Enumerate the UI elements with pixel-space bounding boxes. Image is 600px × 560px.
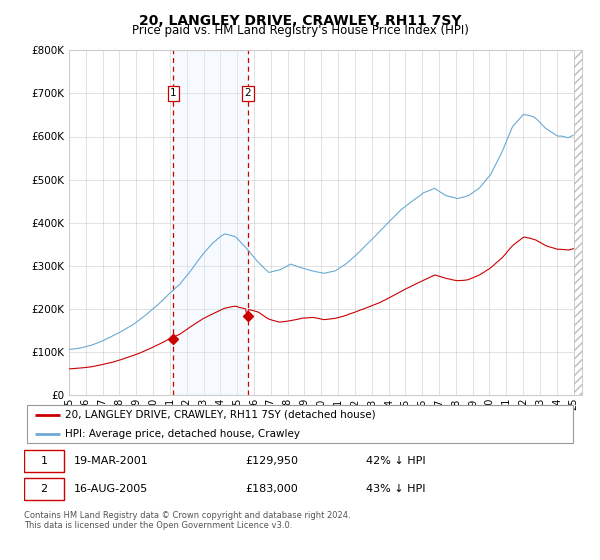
Text: HPI: Average price, detached house, Crawley: HPI: Average price, detached house, Craw… — [65, 429, 301, 439]
Text: 16-AUG-2005: 16-AUG-2005 — [74, 484, 148, 494]
Text: 20, LANGLEY DRIVE, CRAWLEY, RH11 7SY (detached house): 20, LANGLEY DRIVE, CRAWLEY, RH11 7SY (de… — [65, 409, 376, 419]
Text: 20, LANGLEY DRIVE, CRAWLEY, RH11 7SY: 20, LANGLEY DRIVE, CRAWLEY, RH11 7SY — [139, 14, 461, 28]
Text: 2: 2 — [244, 88, 251, 99]
Text: 42% ↓ HPI: 42% ↓ HPI — [366, 456, 426, 466]
Text: £129,950: £129,950 — [245, 456, 298, 466]
Text: Contains HM Land Registry data © Crown copyright and database right 2024.
This d: Contains HM Land Registry data © Crown c… — [24, 511, 350, 530]
Text: 1: 1 — [40, 456, 47, 466]
Bar — [173, 50, 248, 395]
Text: 19-MAR-2001: 19-MAR-2001 — [74, 456, 148, 466]
Bar — [574, 50, 582, 395]
Text: 1: 1 — [170, 88, 177, 99]
FancyBboxPatch shape — [27, 405, 573, 443]
Text: Price paid vs. HM Land Registry's House Price Index (HPI): Price paid vs. HM Land Registry's House … — [131, 24, 469, 37]
Text: 43% ↓ HPI: 43% ↓ HPI — [366, 484, 426, 494]
Text: 2: 2 — [40, 484, 47, 494]
Text: £183,000: £183,000 — [245, 484, 298, 494]
FancyBboxPatch shape — [24, 450, 64, 472]
FancyBboxPatch shape — [24, 478, 64, 500]
Bar — [574, 50, 582, 395]
